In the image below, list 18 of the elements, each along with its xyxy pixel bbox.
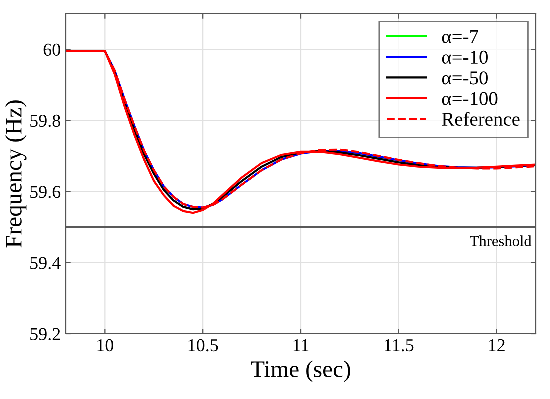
y-axis-title: Frequency (Hz): [5, 100, 27, 248]
x-axis-title: Time (sec): [251, 360, 350, 382]
y-tick-label: 59.6: [30, 186, 61, 198]
y-tick-label: 59.4: [30, 257, 61, 270]
y-tick-label: 59.2: [30, 328, 60, 341]
x-tick-label: 10.5: [188, 339, 218, 352]
y-tick-label: 60: [44, 44, 60, 56]
x-tick-label: 11.5: [385, 339, 414, 352]
legend-label: Reference: [442, 112, 520, 126]
ref-line-label: Threshold: [470, 236, 532, 246]
x-tick-label: 10: [98, 339, 114, 352]
legend-label: α=-7: [442, 30, 478, 44]
legend-label: α=-10: [442, 50, 488, 64]
x-tick-label: 11: [294, 339, 309, 352]
y-tick-label: 59.8: [30, 114, 60, 128]
legend-label: α=-100: [442, 92, 498, 106]
x-tick-label: 12: [489, 339, 505, 352]
legend-label: α=-50: [442, 72, 488, 85]
